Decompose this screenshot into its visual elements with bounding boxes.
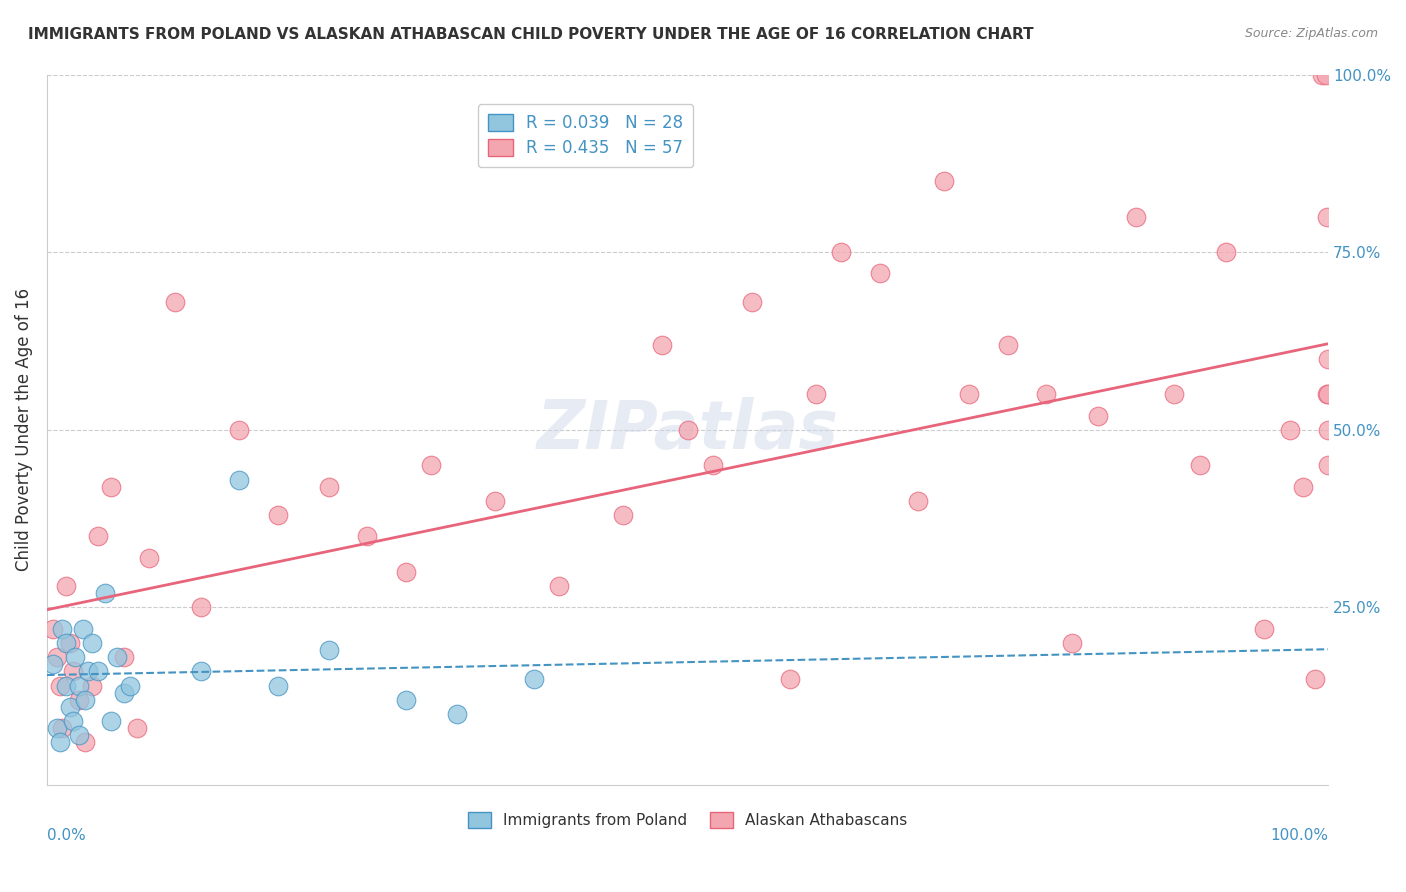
Point bbox=[1291, 480, 1313, 494]
Point bbox=[1316, 387, 1339, 401]
Point bbox=[55, 679, 77, 693]
Point bbox=[163, 294, 186, 309]
Point bbox=[100, 480, 122, 494]
Point bbox=[80, 636, 103, 650]
Point bbox=[62, 714, 84, 728]
Point bbox=[120, 679, 142, 693]
Point bbox=[932, 174, 955, 188]
Point bbox=[125, 721, 148, 735]
Point bbox=[1253, 622, 1275, 636]
Point bbox=[67, 728, 90, 742]
Point bbox=[59, 636, 82, 650]
Point bbox=[1317, 351, 1340, 366]
Point bbox=[612, 508, 634, 522]
Point bbox=[548, 579, 571, 593]
Point bbox=[1060, 636, 1083, 650]
Point bbox=[46, 721, 69, 735]
Point bbox=[51, 622, 73, 636]
Text: Source: ZipAtlas.com: Source: ZipAtlas.com bbox=[1244, 27, 1378, 40]
Point bbox=[523, 672, 546, 686]
Point bbox=[100, 714, 122, 728]
Point bbox=[105, 650, 128, 665]
Point bbox=[87, 529, 110, 543]
Point bbox=[779, 672, 801, 686]
Point bbox=[1163, 387, 1185, 401]
Point bbox=[318, 480, 340, 494]
Point bbox=[676, 423, 699, 437]
Point bbox=[1278, 423, 1301, 437]
Y-axis label: Child Poverty Under the Age of 16: Child Poverty Under the Age of 16 bbox=[15, 288, 32, 572]
Point bbox=[228, 423, 250, 437]
Point bbox=[356, 529, 378, 543]
Point bbox=[80, 679, 103, 693]
Point bbox=[651, 337, 673, 351]
Point bbox=[957, 387, 980, 401]
Point bbox=[87, 665, 110, 679]
Text: 0.0%: 0.0% bbox=[46, 828, 86, 843]
Point bbox=[830, 245, 852, 260]
Point bbox=[55, 579, 77, 593]
Text: IMMIGRANTS FROM POLAND VS ALASKAN ATHABASCAN CHILD POVERTY UNDER THE AGE OF 16 C: IMMIGRANTS FROM POLAND VS ALASKAN ATHABA… bbox=[28, 27, 1033, 42]
Point bbox=[1305, 672, 1327, 686]
Point bbox=[228, 473, 250, 487]
Point bbox=[266, 508, 288, 522]
Point bbox=[51, 721, 73, 735]
Point bbox=[72, 622, 94, 636]
Point bbox=[48, 735, 70, 749]
Point bbox=[1316, 210, 1339, 224]
Point bbox=[190, 600, 212, 615]
Point bbox=[446, 707, 468, 722]
Point bbox=[1317, 387, 1340, 401]
Point bbox=[318, 643, 340, 657]
Point bbox=[266, 679, 288, 693]
Point bbox=[907, 494, 929, 508]
Point bbox=[75, 735, 97, 749]
Point bbox=[62, 665, 84, 679]
Point bbox=[1310, 68, 1333, 82]
Point bbox=[1215, 245, 1237, 260]
Point bbox=[1315, 68, 1337, 82]
Point bbox=[1188, 458, 1211, 473]
Point bbox=[46, 650, 69, 665]
Point bbox=[63, 650, 86, 665]
Point bbox=[67, 679, 90, 693]
Point bbox=[741, 294, 763, 309]
Text: ZIPatlas: ZIPatlas bbox=[537, 397, 838, 463]
Point bbox=[42, 657, 65, 672]
Point bbox=[67, 693, 90, 707]
Point bbox=[1316, 423, 1339, 437]
Point bbox=[1125, 210, 1147, 224]
Point bbox=[112, 686, 135, 700]
Point bbox=[420, 458, 443, 473]
Point bbox=[138, 550, 160, 565]
Point bbox=[75, 693, 97, 707]
Legend: Immigrants from Poland, Alaskan Athabascans: Immigrants from Poland, Alaskan Athabasc… bbox=[461, 806, 914, 834]
Point bbox=[112, 650, 135, 665]
Point bbox=[395, 693, 418, 707]
Point bbox=[48, 679, 70, 693]
Point bbox=[484, 494, 506, 508]
Point bbox=[1035, 387, 1057, 401]
Text: 100.0%: 100.0% bbox=[1270, 828, 1329, 843]
Point bbox=[1317, 458, 1340, 473]
Point bbox=[997, 337, 1019, 351]
Point bbox=[93, 586, 115, 600]
Point bbox=[702, 458, 724, 473]
Point bbox=[77, 665, 100, 679]
Point bbox=[55, 636, 77, 650]
Point bbox=[869, 267, 891, 281]
Point bbox=[804, 387, 827, 401]
Point bbox=[42, 622, 65, 636]
Point bbox=[59, 700, 82, 714]
Point bbox=[1087, 409, 1109, 423]
Point bbox=[395, 565, 418, 579]
Point bbox=[190, 665, 212, 679]
